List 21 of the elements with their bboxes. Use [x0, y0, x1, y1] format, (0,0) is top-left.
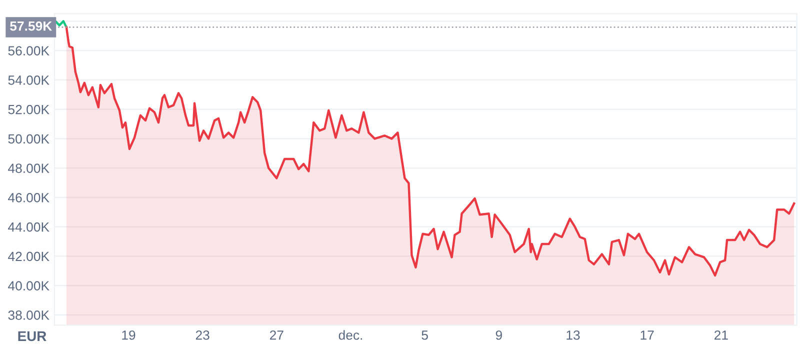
y-tick-label: 42.00K — [8, 252, 50, 262]
ref-line-label: 57.59K — [10, 21, 52, 31]
x-tick-label: 21 — [714, 330, 728, 340]
x-tick-label: 9 — [496, 330, 502, 340]
text: EUR — [18, 331, 46, 342]
x-tick-label: 27 — [270, 330, 284, 340]
y-tick-label: 38.00K — [8, 310, 50, 320]
y-tick-label: 54.00K — [8, 76, 50, 85]
y-tick-label: 44.00K — [8, 222, 50, 232]
x-tick-label: dec. — [338, 330, 362, 340]
x-tick-label: 5 — [422, 330, 428, 340]
x-tick-label: 23 — [196, 330, 210, 340]
y-tick-label: 56.00K — [8, 46, 50, 56]
x-tick-label: 17 — [640, 330, 654, 340]
y-tick-label: 48.00K — [8, 164, 50, 173]
y-tick-label: 52.00K — [8, 104, 50, 114]
y-tick-label: 40.00K — [8, 281, 50, 290]
x-tick-label: 13 — [566, 330, 580, 340]
y-tick-label: 46.00K — [8, 193, 50, 202]
x-tick-label: 19 — [122, 330, 136, 340]
y-tick-label: 50.00K — [8, 134, 50, 144]
